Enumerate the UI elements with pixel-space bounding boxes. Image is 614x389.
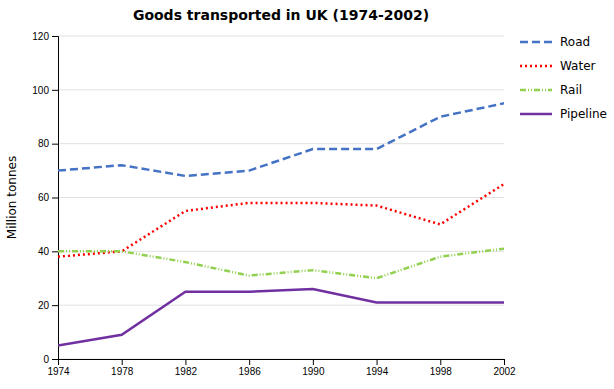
y-axis: 0 20 40 60 80 100 120 xyxy=(32,31,58,365)
legend-item: Rail xyxy=(520,83,582,97)
x-tick-mark xyxy=(122,359,123,365)
series-line xyxy=(58,289,504,346)
y-tick-mark xyxy=(52,90,58,91)
x-tick-label: 1978 xyxy=(111,366,134,377)
y-tick-mark xyxy=(52,305,58,306)
y-tick: 40 xyxy=(38,246,58,257)
y-tick-label: 20 xyxy=(38,300,50,311)
x-tick-mark xyxy=(377,359,378,365)
y-tick: 80 xyxy=(38,138,58,149)
grid-line xyxy=(58,89,504,90)
y-tick-label: 60 xyxy=(38,192,50,203)
grid-line xyxy=(58,251,504,252)
y-tick-label: 40 xyxy=(38,246,50,257)
title: Goods transported in UK (1974-2002) xyxy=(133,7,429,23)
x-tick: 1986 xyxy=(239,359,262,377)
y-tick-mark xyxy=(52,36,58,37)
legend-label: Road xyxy=(560,35,590,49)
y-axis-title: Million tonnes xyxy=(5,156,19,239)
x-tick: 1982 xyxy=(175,359,198,377)
y-tick-label: 120 xyxy=(32,31,49,42)
chart: 1974 1978 1982 1986 1990 1994 1998 2002 0 20 40 60 8… xyxy=(0,0,614,389)
grid-line xyxy=(58,143,504,144)
legend-label: Water xyxy=(560,59,596,73)
x-tick-mark xyxy=(313,359,314,365)
x-tick: 1978 xyxy=(111,359,134,377)
y-tick: 100 xyxy=(32,85,58,96)
legend-item: Pipeline xyxy=(520,107,607,121)
legend-swatch xyxy=(520,89,552,92)
x-tick-label: 1974 xyxy=(47,366,70,377)
legend-swatch xyxy=(520,41,552,44)
x-tick-mark xyxy=(440,359,441,365)
x-tick-mark xyxy=(504,359,505,365)
x-tick: 1998 xyxy=(430,359,453,377)
legend: Road Water Rail Pipeline xyxy=(520,35,607,121)
y-tick: 120 xyxy=(32,31,58,42)
y-axis-line xyxy=(52,37,59,360)
legend-label: Pipeline xyxy=(560,107,607,121)
x-tick: 1974 xyxy=(47,359,70,377)
y-tick: 60 xyxy=(38,192,58,203)
x-tick-label: 2002 xyxy=(493,366,516,377)
x-tick: 2002 xyxy=(493,359,516,377)
y-tick-label: 80 xyxy=(38,138,50,149)
plot: 1974 1978 1982 1986 1990 1994 1998 2002 0 20 40 60 8… xyxy=(32,31,516,377)
x-tick-label: 1994 xyxy=(366,366,389,377)
x-tick: 1990 xyxy=(302,359,325,377)
x-tick: 1994 xyxy=(366,359,389,377)
y-tick-label: 0 xyxy=(43,354,49,365)
series-line xyxy=(58,249,504,279)
legend-item: Road xyxy=(520,35,590,49)
legend-swatch xyxy=(520,113,552,116)
x-axis-line xyxy=(59,360,505,366)
grid-line xyxy=(58,36,504,37)
series-line xyxy=(58,103,504,176)
x-tick-label: 1998 xyxy=(430,366,453,377)
x-tick-mark xyxy=(185,359,186,365)
y-tick-mark xyxy=(52,144,58,145)
y-tick-mark xyxy=(52,359,58,360)
x-tick-mark xyxy=(249,359,250,365)
x-tick-label: 1986 xyxy=(239,366,262,377)
series-line xyxy=(58,184,504,257)
y-tick: 20 xyxy=(38,300,58,311)
x-tick-label: 1990 xyxy=(302,366,325,377)
x-axis: 1974 1978 1982 1986 1990 1994 1998 2002 xyxy=(47,359,516,377)
y-tick: 0 xyxy=(43,354,58,365)
x-tick-label: 1982 xyxy=(175,366,198,377)
lines xyxy=(58,103,504,345)
grid xyxy=(58,36,504,359)
grid-line xyxy=(58,305,504,306)
y-tick-mark xyxy=(52,198,58,199)
y-tick-label: 100 xyxy=(32,85,49,96)
legend-label: Rail xyxy=(560,83,582,97)
grid-line xyxy=(58,197,504,198)
legend-item: Water xyxy=(520,59,596,73)
legend-swatch xyxy=(520,65,552,68)
y-tick-mark xyxy=(52,251,58,252)
